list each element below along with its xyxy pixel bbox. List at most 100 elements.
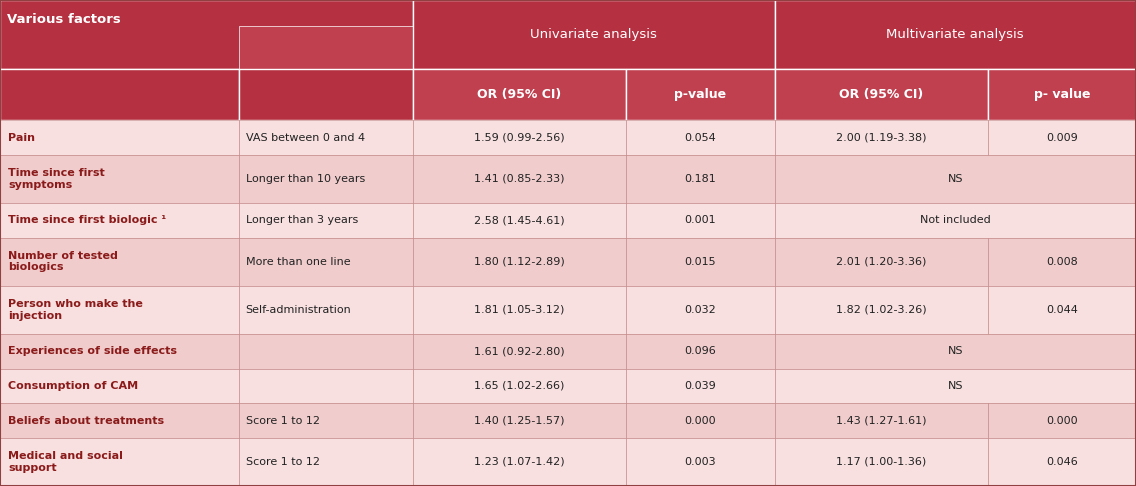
Bar bbox=[626, 334, 775, 368]
Bar bbox=[0, 286, 239, 334]
Text: Consumption of CAM: Consumption of CAM bbox=[8, 381, 139, 391]
Text: Self-administration: Self-administration bbox=[245, 305, 351, 315]
Bar bbox=[626, 438, 775, 486]
Bar bbox=[239, 238, 414, 286]
Text: 1.81 (1.05-3.12): 1.81 (1.05-3.12) bbox=[475, 305, 565, 315]
Text: Not included: Not included bbox=[920, 215, 991, 226]
Text: Multivariate analysis: Multivariate analysis bbox=[886, 28, 1024, 41]
Bar bbox=[414, 368, 626, 403]
Bar bbox=[239, 368, 414, 403]
Bar bbox=[414, 403, 626, 438]
Text: 1.82 (1.02-3.26): 1.82 (1.02-3.26) bbox=[836, 305, 926, 315]
Text: 0.096: 0.096 bbox=[685, 346, 716, 356]
Bar bbox=[0, 334, 239, 368]
Bar bbox=[0, 203, 239, 238]
Text: 0.039: 0.039 bbox=[685, 381, 716, 391]
Text: 1.65 (1.02-2.66): 1.65 (1.02-2.66) bbox=[475, 381, 565, 391]
Bar bbox=[239, 438, 414, 486]
Bar bbox=[626, 69, 775, 120]
Bar bbox=[414, 286, 626, 334]
Text: 2.58 (1.45-4.61): 2.58 (1.45-4.61) bbox=[474, 215, 565, 226]
Bar bbox=[626, 155, 775, 203]
Text: 0.044: 0.044 bbox=[1046, 305, 1078, 315]
Bar bbox=[987, 403, 1136, 438]
Bar bbox=[414, 155, 626, 203]
Text: OR (95% CI): OR (95% CI) bbox=[838, 88, 924, 101]
Bar bbox=[0, 120, 239, 155]
Bar bbox=[626, 286, 775, 334]
Bar bbox=[775, 120, 987, 155]
Bar bbox=[775, 0, 1136, 69]
Text: Number of tested
biologics: Number of tested biologics bbox=[8, 251, 118, 273]
Text: 0.003: 0.003 bbox=[685, 457, 716, 467]
Bar bbox=[0, 238, 239, 286]
Bar bbox=[987, 69, 1136, 120]
Bar bbox=[414, 238, 626, 286]
Text: p- value: p- value bbox=[1034, 88, 1091, 101]
Bar bbox=[239, 334, 414, 368]
Bar bbox=[239, 155, 414, 203]
Bar bbox=[626, 120, 775, 155]
Text: Score 1 to 12: Score 1 to 12 bbox=[245, 416, 319, 426]
Bar bbox=[414, 334, 626, 368]
Text: 0.181: 0.181 bbox=[685, 174, 716, 184]
Bar bbox=[987, 438, 1136, 486]
Text: 0.000: 0.000 bbox=[685, 416, 716, 426]
Bar bbox=[626, 203, 775, 238]
Text: Time since first
symptoms: Time since first symptoms bbox=[8, 168, 105, 190]
Text: 1.43 (1.27-1.61): 1.43 (1.27-1.61) bbox=[836, 416, 926, 426]
Text: 2.00 (1.19-3.38): 2.00 (1.19-3.38) bbox=[836, 133, 926, 142]
Text: 0.032: 0.032 bbox=[685, 305, 716, 315]
Text: Medical and social
support: Medical and social support bbox=[8, 451, 123, 473]
Bar bbox=[0, 403, 239, 438]
Text: 0.008: 0.008 bbox=[1046, 257, 1078, 267]
Text: NS: NS bbox=[947, 174, 963, 184]
Text: NS: NS bbox=[947, 346, 963, 356]
Bar bbox=[775, 438, 987, 486]
Text: 1.59 (0.99-2.56): 1.59 (0.99-2.56) bbox=[474, 133, 565, 142]
Text: 1.23 (1.07-1.42): 1.23 (1.07-1.42) bbox=[474, 457, 565, 467]
Bar bbox=[0, 0, 414, 69]
Text: 0.046: 0.046 bbox=[1046, 457, 1078, 467]
Text: Beliefs about treatments: Beliefs about treatments bbox=[8, 416, 164, 426]
Bar bbox=[626, 368, 775, 403]
Text: NS: NS bbox=[947, 381, 963, 391]
Bar bbox=[239, 69, 414, 120]
Bar bbox=[775, 368, 1136, 403]
Text: p-value: p-value bbox=[675, 88, 726, 101]
Bar bbox=[775, 203, 1136, 238]
Bar bbox=[414, 120, 626, 155]
Bar bbox=[987, 286, 1136, 334]
Text: Experiences of side effects: Experiences of side effects bbox=[8, 346, 177, 356]
Text: 1.17 (1.00-1.36): 1.17 (1.00-1.36) bbox=[836, 457, 926, 467]
Text: Score 1 to 12: Score 1 to 12 bbox=[245, 457, 319, 467]
Text: Longer than 3 years: Longer than 3 years bbox=[245, 215, 358, 226]
Text: 0.015: 0.015 bbox=[685, 257, 716, 267]
Bar bbox=[239, 203, 414, 238]
Text: Pain: Pain bbox=[8, 133, 35, 142]
Bar bbox=[414, 438, 626, 486]
Text: Various factors: Various factors bbox=[7, 13, 120, 26]
Text: 1.80 (1.12-2.89): 1.80 (1.12-2.89) bbox=[474, 257, 565, 267]
Text: 0.000: 0.000 bbox=[1046, 416, 1078, 426]
Text: 0.009: 0.009 bbox=[1046, 133, 1078, 142]
Bar bbox=[0, 368, 239, 403]
Bar bbox=[626, 403, 775, 438]
Text: More than one line: More than one line bbox=[245, 257, 350, 267]
Bar bbox=[239, 403, 414, 438]
Text: Person who make the
injection: Person who make the injection bbox=[8, 299, 143, 321]
Text: 1.40 (1.25-1.57): 1.40 (1.25-1.57) bbox=[475, 416, 565, 426]
Bar bbox=[0, 69, 239, 120]
Text: 0.001: 0.001 bbox=[685, 215, 716, 226]
Bar bbox=[775, 403, 987, 438]
Bar bbox=[775, 238, 987, 286]
Bar bbox=[414, 69, 626, 120]
Bar bbox=[414, 203, 626, 238]
Bar bbox=[626, 238, 775, 286]
Text: Univariate analysis: Univariate analysis bbox=[531, 28, 658, 41]
Bar bbox=[987, 238, 1136, 286]
Bar bbox=[239, 26, 414, 69]
Bar bbox=[239, 120, 414, 155]
Bar bbox=[414, 0, 775, 69]
Bar bbox=[775, 69, 987, 120]
